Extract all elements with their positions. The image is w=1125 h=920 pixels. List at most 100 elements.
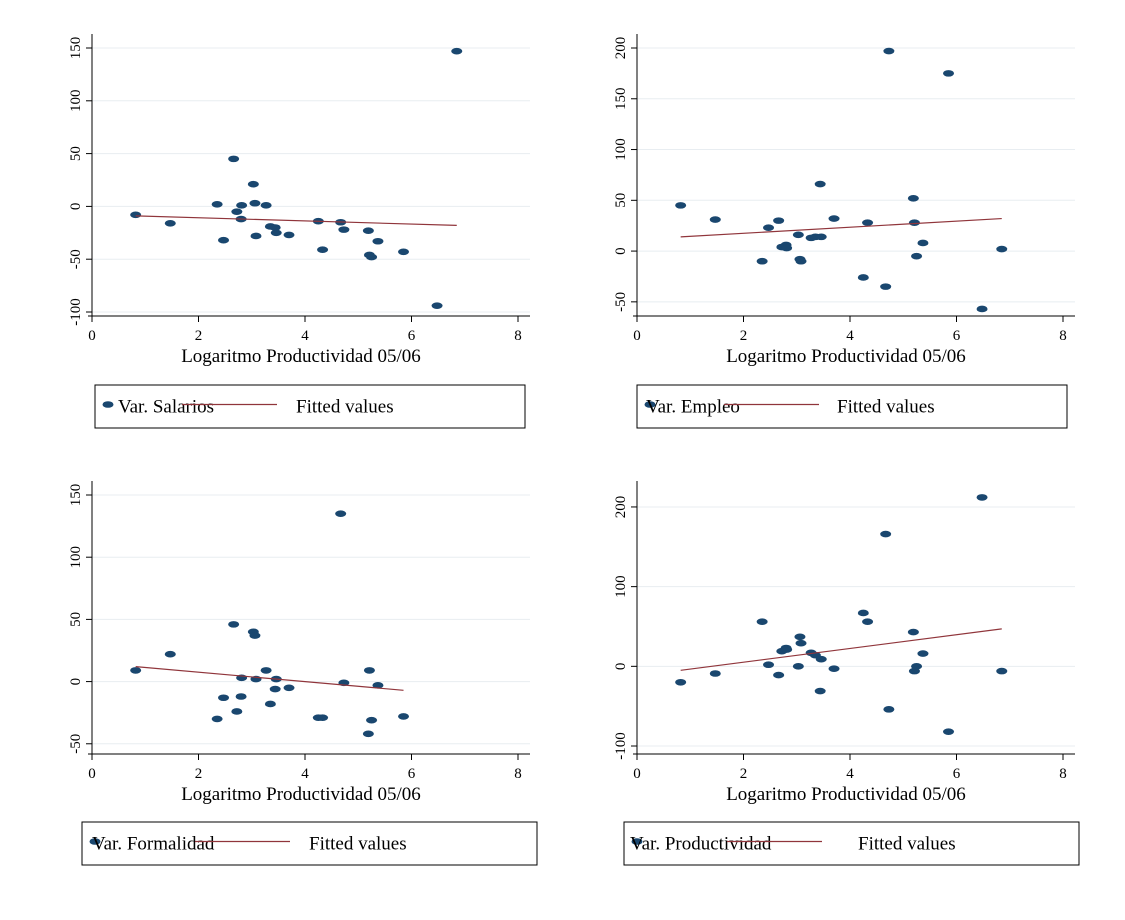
- data-point: [911, 252, 923, 260]
- data-point: [763, 224, 775, 232]
- data-point: [372, 237, 384, 245]
- data-point: [317, 246, 329, 253]
- y-tick-label: -50: [613, 292, 629, 312]
- x-axis-title: Logaritmo Productividad 05/06: [726, 784, 966, 805]
- x-tick-label: 2: [740, 328, 748, 344]
- x-tick-label: 4: [846, 328, 854, 344]
- data-point: [773, 671, 785, 679]
- x-tick-label: 2: [195, 766, 203, 782]
- x-tick-label: 8: [1059, 766, 1067, 782]
- data-point: [781, 646, 793, 653]
- data-point: [880, 530, 892, 538]
- data-point: [883, 47, 895, 55]
- legend-label-line: Fitted values: [309, 834, 407, 855]
- data-point: [857, 274, 869, 281]
- data-point: [815, 233, 827, 241]
- x-tick-label: 8: [514, 328, 522, 344]
- y-tick-label: -100: [613, 732, 629, 760]
- data-point: [773, 217, 785, 224]
- data-point: [883, 706, 895, 713]
- panel-salarios: -100 -50 0 50 100 150 0 2 4 6 8 Logaritmo Productiv…: [68, 34, 530, 429]
- data-point: [675, 202, 687, 209]
- data-point: [795, 639, 807, 647]
- data-point: [996, 667, 1008, 675]
- legend-label-line: Fitted values: [296, 397, 394, 418]
- data-point: [362, 730, 374, 738]
- data-point: [828, 665, 840, 673]
- legend-label-line: Fitted values: [858, 834, 956, 855]
- data-point: [862, 219, 874, 226]
- x-tick-label: 0: [88, 766, 96, 782]
- data-point: [794, 633, 806, 641]
- legend-box: [94, 384, 526, 429]
- fitted-line: [680, 217, 1002, 238]
- y-tick-label: 150: [68, 484, 84, 507]
- legend-label-scatter: Var. Salarios: [118, 397, 214, 418]
- legend-marker: [644, 401, 656, 408]
- x-tick-label: 4: [301, 328, 309, 344]
- y-tick-label: 100: [613, 138, 629, 161]
- fitted-line: [135, 666, 404, 691]
- data-point: [943, 70, 955, 77]
- data-point: [675, 678, 687, 686]
- y-tick-label: 50: [613, 193, 629, 208]
- data-point: [815, 655, 827, 663]
- legend-box: [636, 384, 1068, 429]
- x-tick-label: 0: [88, 328, 96, 344]
- data-point: [996, 245, 1008, 253]
- data-point: [908, 219, 920, 226]
- data-point: [231, 208, 243, 215]
- y-tick-label: 150: [613, 88, 629, 111]
- data-point: [270, 229, 282, 237]
- data-point: [398, 248, 410, 256]
- data-point: [781, 244, 793, 252]
- x-tick-label: 4: [846, 766, 854, 782]
- data-point: [218, 694, 230, 702]
- legend-box: [81, 821, 538, 866]
- data-point: [283, 684, 295, 692]
- data-point: [943, 728, 955, 735]
- data-point: [907, 628, 919, 636]
- data-point: [338, 226, 350, 233]
- data-point: [211, 200, 223, 208]
- data-point: [451, 47, 463, 55]
- x-tick-label: 4: [301, 766, 309, 782]
- legend-marker: [102, 401, 114, 408]
- data-point: [228, 621, 240, 628]
- y-tick-label: 50: [68, 146, 84, 161]
- data-point: [398, 713, 410, 720]
- x-tick-label: 2: [195, 328, 203, 344]
- data-point: [814, 180, 826, 188]
- data-point: [976, 305, 988, 313]
- y-tick-label: 0: [68, 203, 84, 211]
- y-tick-label: 50: [68, 612, 84, 627]
- data-point: [164, 650, 176, 658]
- data-point: [756, 618, 768, 626]
- data-point: [269, 685, 281, 693]
- data-point: [792, 663, 804, 670]
- y-tick-label: -50: [68, 734, 84, 754]
- data-point: [917, 239, 929, 247]
- y-tick-label: 0: [68, 678, 84, 686]
- data-point: [795, 257, 807, 265]
- data-point: [231, 708, 243, 715]
- x-tick-label: 6: [408, 328, 416, 344]
- x-axis-title: Logaritmo Productividad 05/06: [726, 346, 966, 367]
- x-tick-label: 8: [514, 766, 522, 782]
- x-tick-label: 6: [408, 766, 416, 782]
- data-point: [335, 510, 347, 517]
- fitted-line: [135, 215, 457, 227]
- y-tick-label: 200: [613, 37, 629, 60]
- x-tick-label: 0: [633, 766, 641, 782]
- data-point: [709, 216, 721, 223]
- data-point: [218, 236, 230, 244]
- legend-label-scatter: Var. Productividad: [630, 834, 772, 855]
- data-point: [862, 618, 874, 626]
- legend-label-line: Fitted values: [837, 397, 935, 418]
- y-tick-label: 100: [68, 90, 84, 113]
- data-point: [164, 219, 176, 227]
- data-point: [249, 632, 261, 639]
